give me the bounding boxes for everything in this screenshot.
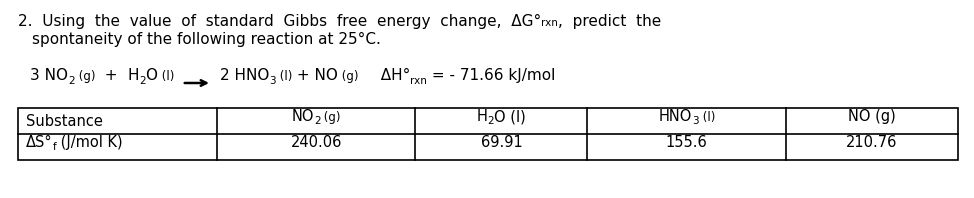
Text: HNO: HNO — [658, 109, 692, 124]
Text: spontaneity of the following reaction at 25°C.: spontaneity of the following reaction at… — [32, 32, 381, 47]
Text: 3 NO: 3 NO — [30, 68, 68, 83]
Text: f: f — [53, 142, 56, 152]
Text: 210.76: 210.76 — [846, 135, 898, 150]
Text: ,  predict  the: , predict the — [558, 14, 661, 29]
Text: 2: 2 — [68, 76, 75, 86]
Text: (l): (l) — [276, 70, 292, 83]
Text: NO (g): NO (g) — [848, 109, 896, 124]
Text: H: H — [477, 109, 488, 124]
Text: 2 HNO: 2 HNO — [220, 68, 269, 83]
Text: H: H — [128, 68, 139, 83]
Text: O (l): O (l) — [494, 109, 526, 124]
Text: O: O — [145, 68, 158, 83]
Text: ΔS°: ΔS° — [26, 135, 53, 150]
Text: Substance: Substance — [26, 113, 103, 129]
Text: + NO: + NO — [292, 68, 338, 83]
Text: (J/mol K): (J/mol K) — [56, 135, 123, 150]
Text: (l): (l) — [158, 70, 174, 83]
Text: 240.06: 240.06 — [290, 135, 342, 150]
Text: 69.91: 69.91 — [480, 135, 522, 150]
Text: 2: 2 — [139, 76, 145, 86]
Text: rxn: rxn — [542, 18, 558, 28]
Text: 2.  Using  the  value  of  standard  Gibbs  free  energy  change,  ΔG°: 2. Using the value of standard Gibbs fre… — [18, 14, 542, 29]
Text: 155.6: 155.6 — [666, 135, 708, 150]
Text: 2: 2 — [314, 116, 320, 126]
Text: 2: 2 — [488, 116, 494, 126]
Text: (l): (l) — [698, 111, 715, 124]
Text: 3: 3 — [269, 76, 276, 86]
Text: = - 71.66 kJ/mol: = - 71.66 kJ/mol — [427, 68, 555, 83]
Text: NO: NO — [291, 109, 314, 124]
Text: +: + — [95, 68, 128, 83]
Text: (g): (g) — [320, 111, 341, 124]
Text: ΔH°: ΔH° — [371, 68, 410, 83]
Text: 3: 3 — [692, 116, 698, 126]
Bar — [18, 108, 958, 160]
Text: rxn: rxn — [410, 76, 427, 86]
Text: (g): (g) — [338, 70, 358, 83]
Text: (g): (g) — [75, 70, 95, 83]
